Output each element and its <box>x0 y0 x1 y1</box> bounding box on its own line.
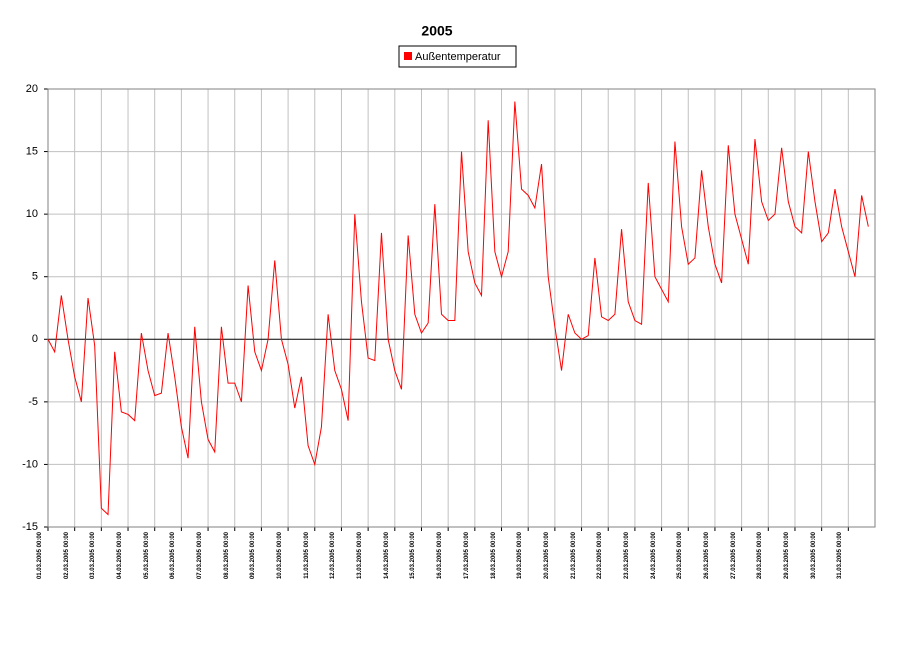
x-tick-label: 06.03.2005 00:00 <box>170 532 177 580</box>
x-tick-label: 03.03.2005 00:00 <box>90 532 97 580</box>
legend-label: Außentemperatur <box>415 51 501 63</box>
y-tick-label: -15 <box>22 521 38 533</box>
y-tick-label: 15 <box>26 145 38 157</box>
x-tick-label: 27.03.2005 00:00 <box>730 532 737 580</box>
y-tick-label: 0 <box>32 333 38 345</box>
x-tick-label: 30.03.2005 00:00 <box>810 532 817 580</box>
legend <box>398 45 517 68</box>
chart-title: 2005 <box>421 23 452 39</box>
y-tick-label: 5 <box>32 271 38 283</box>
x-tick-label: 05.03.2005 00:00 <box>143 532 150 580</box>
plot-border <box>47 88 876 528</box>
data-line <box>47 101 869 516</box>
y-tick-label: 10 <box>26 208 38 220</box>
x-tick-label: 19.03.2005 00:00 <box>517 532 524 580</box>
x-tick-label: 08.03.2005 00:00 <box>223 532 230 580</box>
x-tick-label: 01.03.2005 00:00 <box>37 532 43 580</box>
x-tick-label: 20.03.2005 00:00 <box>543 532 550 580</box>
x-tick-label: 13.03.2005 00:00 <box>357 532 364 580</box>
x-tick-label: 16.03.2005 00:00 <box>437 532 444 580</box>
y-tick-label: -5 <box>28 396 38 408</box>
x-tick-label: 10.03.2005 00:00 <box>277 532 284 580</box>
x-tick-label: 09.03.2005 00:00 <box>250 532 257 580</box>
x-tick-label: 26.03.2005 00:00 <box>703 532 710 580</box>
x-tick-label: 28.03.2005 00:00 <box>757 532 764 580</box>
x-tick-label: 17.03.2005 00:00 <box>463 532 470 580</box>
x-tick-label: 18.03.2005 00:00 <box>490 532 497 580</box>
x-tick-label: 15.03.2005 00:00 <box>410 532 417 580</box>
x-tick-label: 23.03.2005 00:00 <box>623 532 630 580</box>
x-tick-label: 24.03.2005 00:00 <box>650 532 657 580</box>
y-tick-label: 20 <box>26 83 38 95</box>
legend-swatch <box>404 52 412 60</box>
x-tick-label: 21.03.2005 00:00 <box>570 532 577 580</box>
x-tick-label: 02.03.2005 00:00 <box>63 532 70 580</box>
x-tick-label: 29.03.2005 00:00 <box>783 532 790 580</box>
y-tick-label: -10 <box>22 458 38 470</box>
x-tick-label: 31.03.2005 00:00 <box>837 532 844 580</box>
x-tick-label: 12.03.2005 00:00 <box>330 532 337 580</box>
x-tick-label: 22.03.2005 00:00 <box>597 532 604 580</box>
x-tick-label: 04.03.2005 00:00 <box>117 532 124 580</box>
x-tick-label: 11.03.2005 00:00 <box>303 532 310 579</box>
x-tick-label: 25.03.2005 00:00 <box>677 532 684 580</box>
x-tick-label: 07.03.2005 00:00 <box>197 532 204 580</box>
x-tick-label: 14.03.2005 00:00 <box>383 532 390 580</box>
